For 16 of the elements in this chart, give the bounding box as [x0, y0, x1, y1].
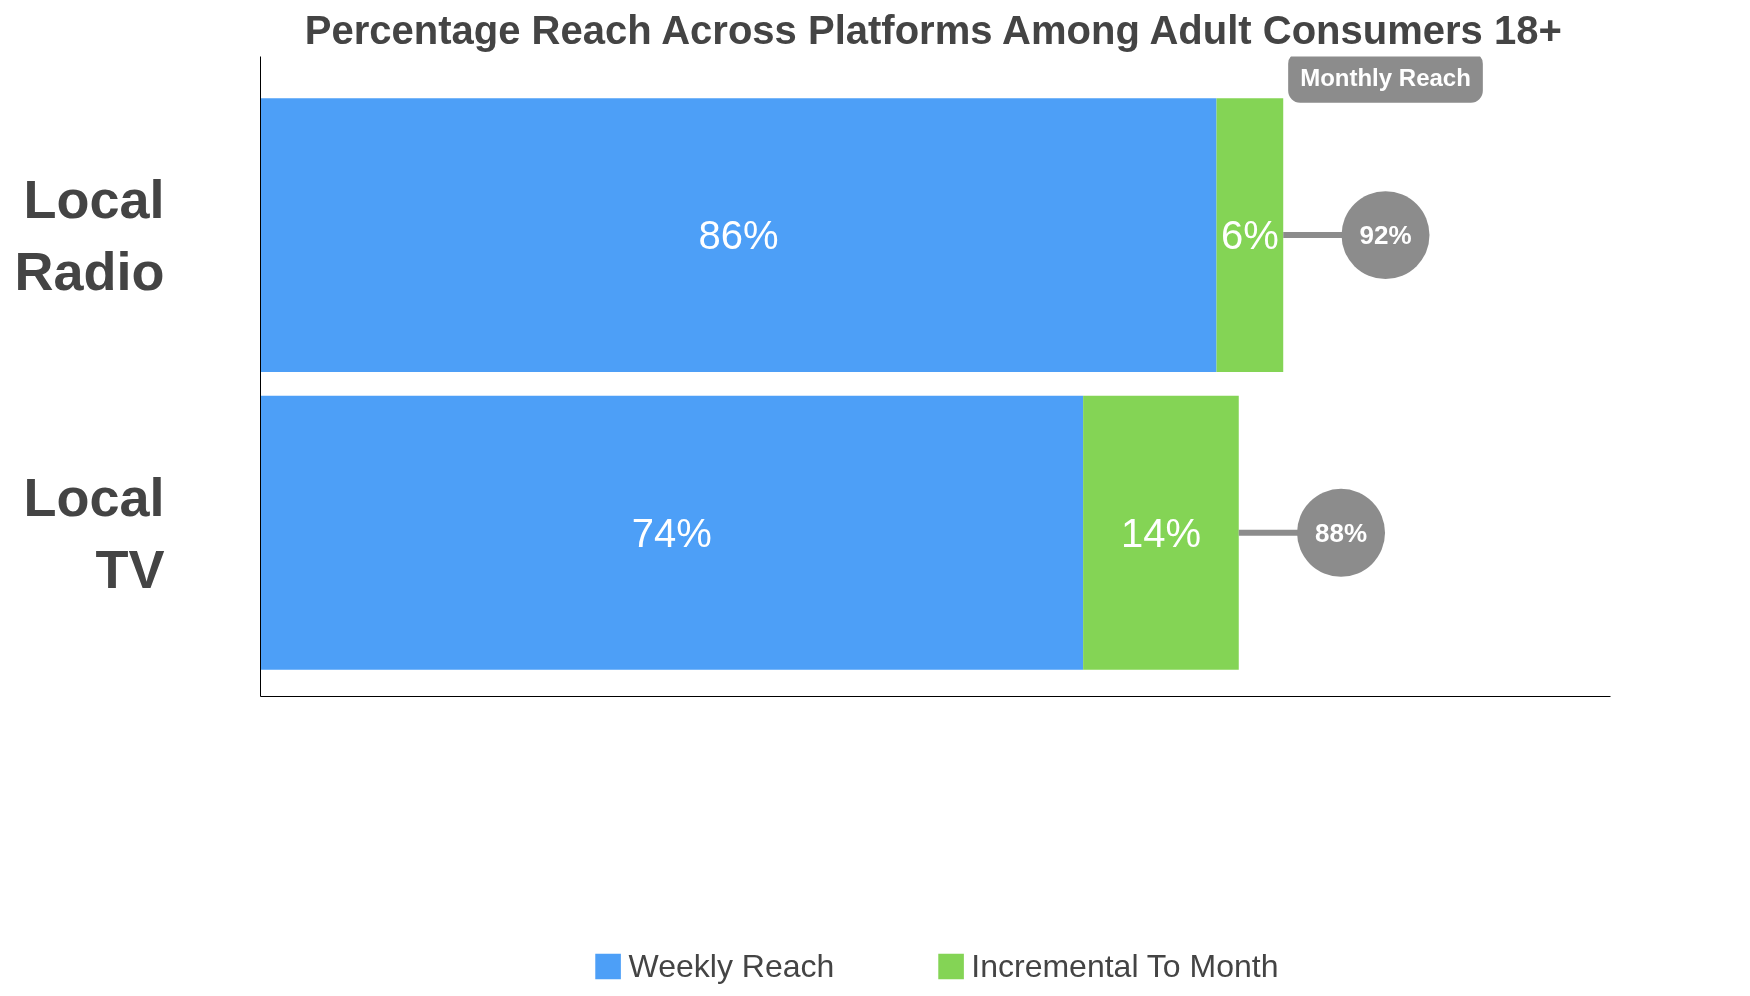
- legend-label: Incremental To Month: [971, 947, 1279, 985]
- total-label: 92%: [1359, 220, 1412, 251]
- total-label: 88%: [1315, 517, 1368, 548]
- y-tick-label: Local TV: [23, 466, 165, 599]
- y-tick-label: Local Radio: [14, 169, 165, 302]
- bar: [260, 98, 1217, 373]
- bar: [1083, 395, 1239, 670]
- bar: [260, 395, 1084, 670]
- data-label: 14%: [1120, 510, 1201, 555]
- data-label: 74%: [631, 510, 712, 555]
- text: Monthly Reach: [1300, 63, 1471, 91]
- data-label: 86%: [698, 213, 779, 258]
- bar: [1216, 98, 1284, 373]
- legend-label: Weekly Reach: [628, 947, 835, 985]
- data-label: 6%: [1220, 213, 1279, 258]
- chart-title: Percentage Reach Across Platforms Among Adult Consumers 18+: [304, 7, 1562, 52]
